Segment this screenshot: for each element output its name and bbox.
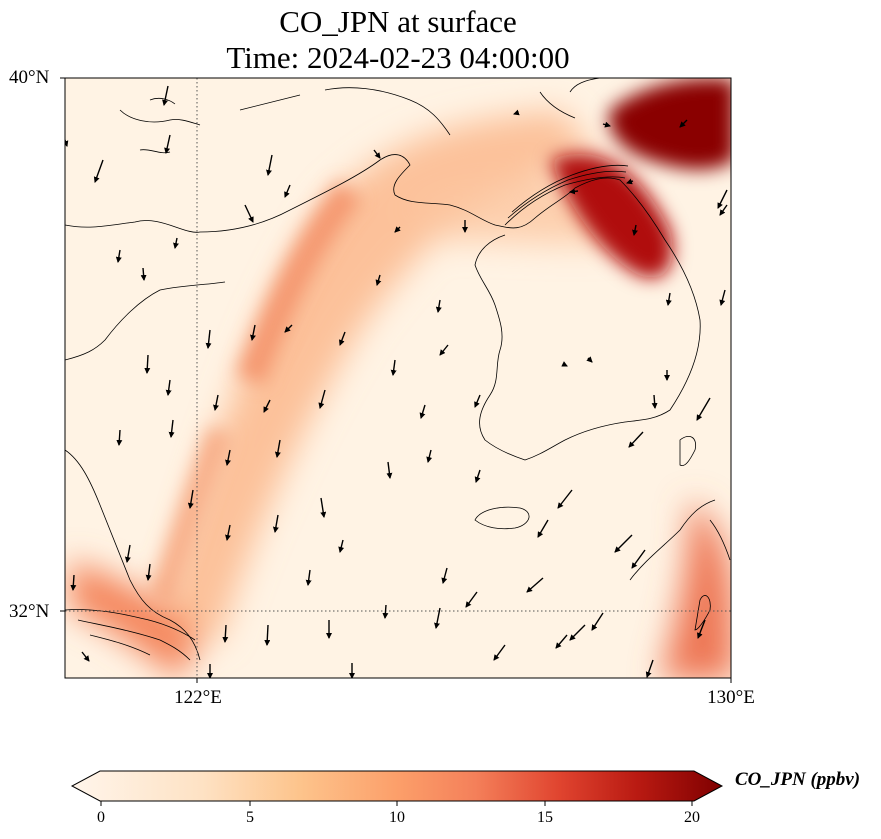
wind-arrow bbox=[390, 359, 397, 376]
wind-arrow bbox=[145, 563, 152, 581]
wind-arrow bbox=[93, 159, 104, 183]
wind-arrow bbox=[513, 109, 520, 116]
wind-arrow bbox=[266, 154, 273, 176]
wind-arrow bbox=[537, 519, 549, 538]
wind-arrow bbox=[187, 489, 194, 509]
wind-arrow bbox=[493, 644, 506, 661]
wind-arrow bbox=[81, 651, 90, 662]
wind-arrow bbox=[614, 534, 633, 553]
wind-arrow bbox=[719, 289, 726, 306]
coastlines bbox=[65, 78, 731, 661]
lon-label-122: 122°E bbox=[174, 687, 222, 708]
colorbar-tick-15: 15 bbox=[537, 809, 553, 826]
wind-arrow bbox=[144, 354, 151, 374]
wind-arrow bbox=[561, 361, 568, 367]
colorbar-tick-0: 0 bbox=[97, 809, 105, 826]
wind-arrow bbox=[250, 324, 256, 341]
wind-arrow bbox=[124, 544, 131, 563]
wind-arrow bbox=[338, 331, 346, 346]
wind-arrow bbox=[419, 404, 426, 419]
wind-arrow bbox=[244, 204, 254, 223]
wind-arrow bbox=[168, 419, 175, 438]
wind-arrow bbox=[651, 394, 658, 409]
wind-arrow bbox=[115, 249, 122, 263]
wind-arrow bbox=[274, 439, 281, 458]
wind-arrow bbox=[679, 119, 688, 128]
colorbar-label: CO_JPN (ppbv) bbox=[735, 769, 861, 790]
wind-arrow bbox=[474, 469, 481, 483]
colorbar-ticks bbox=[100, 801, 693, 806]
wind-arrow bbox=[628, 431, 644, 448]
wind-arrow bbox=[626, 178, 634, 185]
wind-arrow bbox=[526, 577, 544, 593]
wind-arrow bbox=[555, 634, 568, 649]
wind-arrow bbox=[382, 604, 389, 619]
wind-arrow bbox=[173, 237, 179, 249]
wind-arrow bbox=[375, 274, 382, 286]
plume-yellow-sea bbox=[150, 110, 600, 640]
lon-label-130: 130°E bbox=[707, 687, 755, 708]
wind-arrow bbox=[338, 539, 345, 553]
wind-arrow bbox=[284, 324, 293, 333]
wind-arrow bbox=[569, 188, 579, 195]
wind-arrow bbox=[305, 569, 312, 586]
wind-arrow bbox=[586, 356, 593, 363]
wind-arrow bbox=[213, 394, 219, 411]
wind-arrow bbox=[263, 399, 271, 413]
wind-arrow bbox=[441, 567, 448, 584]
wind-arrow bbox=[205, 329, 212, 349]
wind-arrow bbox=[165, 379, 172, 396]
wind-arrow bbox=[717, 189, 728, 209]
wind-arrow bbox=[164, 134, 171, 154]
plume-north-korea-east bbox=[609, 78, 731, 170]
wind-arrow bbox=[557, 489, 573, 509]
wind-arrow bbox=[645, 659, 654, 678]
map-title-line1: CO_JPN at surface bbox=[279, 4, 517, 39]
wind-arrow bbox=[140, 267, 147, 281]
wind-arrow bbox=[225, 449, 231, 466]
wind-arrow bbox=[264, 624, 271, 646]
wind-arrow bbox=[465, 591, 478, 608]
colorbar-bar bbox=[70, 770, 724, 802]
wind-arrow bbox=[591, 612, 604, 631]
wind-arrow bbox=[116, 429, 123, 446]
wind-arrow bbox=[318, 389, 326, 409]
map-title-line2: Time: 2024-02-23 04:00:00 bbox=[226, 40, 570, 75]
wind-arrow bbox=[665, 292, 672, 306]
colorbar-tick-5: 5 bbox=[246, 809, 254, 826]
wind-arrow bbox=[569, 624, 586, 641]
map-frame bbox=[64, 77, 732, 679]
colorbar-tick-10: 10 bbox=[389, 809, 405, 826]
wind-arrow bbox=[602, 121, 611, 128]
plume-sea-of-japan-south bbox=[660, 500, 731, 678]
wind-arrow bbox=[434, 607, 441, 629]
wind-arrow bbox=[284, 184, 291, 198]
wind-arrow bbox=[225, 524, 231, 541]
wind-arrow bbox=[696, 397, 711, 421]
wind-arrow bbox=[272, 514, 279, 533]
wind-arrow bbox=[435, 299, 442, 313]
wind-arrow bbox=[394, 226, 401, 233]
wind-arrow bbox=[162, 85, 169, 106]
wind-arrow bbox=[632, 224, 638, 236]
concentration-field bbox=[65, 78, 731, 678]
wind-arrow bbox=[697, 619, 706, 639]
colorbar-tick-20: 20 bbox=[684, 809, 700, 826]
wind-arrow bbox=[631, 549, 646, 569]
wind-arrow bbox=[719, 204, 728, 216]
wind-arrow bbox=[222, 624, 229, 643]
wind-arrow bbox=[70, 574, 77, 591]
lat-label-32: 32°N bbox=[9, 601, 50, 622]
wind-arrow bbox=[386, 461, 393, 479]
wind-arrow bbox=[474, 394, 481, 408]
lat-label-40: 40°N bbox=[9, 67, 50, 88]
wind-vectors bbox=[65, 85, 728, 678]
plume-east-china-coast bbox=[70, 560, 200, 678]
wind-arrow bbox=[439, 344, 449, 356]
wind-arrow bbox=[320, 497, 327, 518]
wind-arrow bbox=[373, 149, 381, 159]
wind-arrow bbox=[426, 449, 433, 463]
